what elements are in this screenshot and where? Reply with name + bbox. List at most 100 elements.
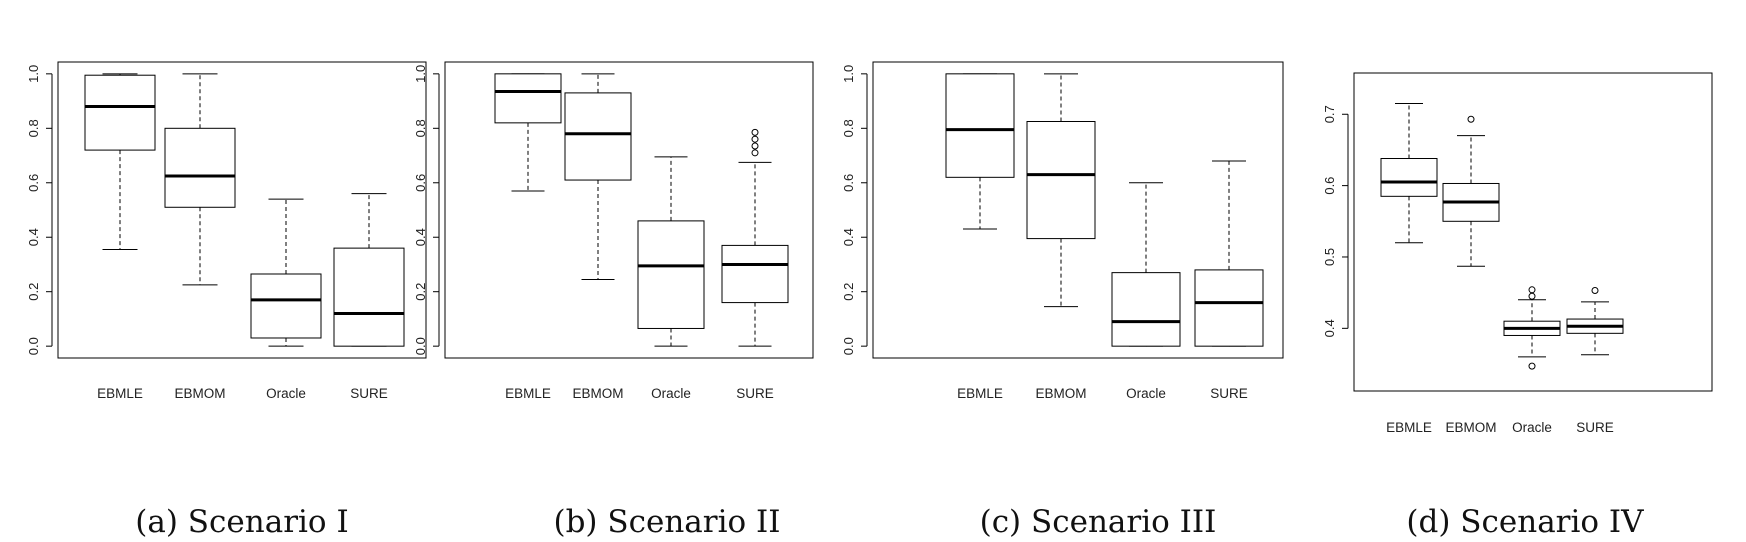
y-tick-label: 0.5	[1322, 248, 1337, 266]
boxplot-oracle	[1503, 286, 1561, 370]
panel-caption: (a) Scenario I	[135, 504, 348, 540]
boxplot-sure	[1566, 287, 1624, 356]
outlier-point	[751, 135, 759, 143]
boxplot-ebmle	[494, 73, 562, 192]
iqr-box	[1026, 120, 1096, 240]
x-category-label: Oracle	[1126, 386, 1166, 401]
x-category-label: EBMOM	[1445, 420, 1496, 435]
outlier-point	[751, 142, 759, 150]
plot-frame	[444, 61, 814, 359]
panel-caption: (c) Scenario III	[980, 504, 1217, 540]
y-axis: 0.0 0.2 0.4 0.6 0.8 1.0	[841, 65, 868, 355]
outlier-point	[1528, 286, 1536, 294]
panel-a: 0.00.20.40.60.81.0 EBMLE EBMOM Oracle SURE …	[26, 61, 427, 540]
boxplot-ebmle	[945, 73, 1015, 230]
boxplot-ebmom	[164, 73, 236, 286]
y-tick-label: 0.0	[841, 337, 856, 355]
box-series	[1380, 103, 1624, 370]
y-tick-label: 0.2	[413, 283, 428, 301]
y-tick-label: 0.6	[1322, 177, 1337, 195]
panel-b: 0.00.20.40.60.81.0 EBMLE EBMOM Oracle SURE …	[413, 61, 814, 540]
iqr-box	[945, 73, 1015, 178]
y-tick-label: 0.4	[26, 228, 41, 246]
y-tick-label: 0.6	[413, 174, 428, 192]
x-category-label: Oracle	[266, 386, 306, 401]
y-tick-label: 0.0	[413, 337, 428, 355]
y-tick-label: 0.2	[26, 283, 41, 301]
iqr-box	[1380, 158, 1438, 197]
boxplot-oracle	[250, 198, 322, 347]
iqr-box	[84, 74, 156, 151]
x-category-label: EBMLE	[505, 386, 551, 401]
category-labels: EBMLE EBMOM Oracle SURE	[505, 386, 774, 401]
plot-frame	[57, 61, 427, 359]
y-tick-label: 0.8	[413, 119, 428, 137]
y-tick-label: 1.0	[413, 65, 428, 83]
outlier-point	[1528, 362, 1536, 370]
x-category-label: EBMOM	[572, 386, 623, 401]
y-tick-label: 0.6	[841, 174, 856, 192]
iqr-box	[1194, 269, 1264, 347]
box-series	[494, 73, 789, 347]
x-category-label: SURE	[1576, 420, 1614, 435]
boxplot-ebmle	[84, 73, 156, 250]
iqr-box	[333, 247, 405, 347]
iqr-box	[250, 273, 322, 339]
y-tick-label: 0.4	[841, 228, 856, 246]
iqr-box	[164, 127, 236, 208]
boxplot-ebmom	[1442, 115, 1500, 267]
x-category-label: Oracle	[1512, 420, 1552, 435]
x-category-label: SURE	[350, 386, 388, 401]
category-labels: EBMLE EBMOM Oracle SURE	[1386, 420, 1614, 435]
y-axis: 0.0 0.2 0.4 0.6 0.8 1.0	[26, 65, 53, 355]
boxplot-oracle	[1111, 182, 1181, 347]
outlier-point	[1591, 287, 1599, 295]
boxplot-sure	[1194, 160, 1264, 347]
outlier-point	[751, 128, 759, 136]
panel-c: 0.00.20.40.60.81.0 EBMLE EBMOM Oracle SURE …	[841, 61, 1284, 540]
boxplot-ebmom	[564, 73, 632, 280]
y-axis: 0.4 0.5 0.6 0.7	[1322, 105, 1349, 337]
boxplot-ebmom	[1026, 73, 1096, 308]
category-labels: EBMLE EBMOM Oracle SURE	[957, 386, 1248, 401]
box-series	[945, 73, 1264, 347]
outlier-point	[751, 149, 759, 157]
plot-frame	[872, 61, 1284, 359]
outlier-point	[1467, 115, 1475, 123]
x-category-label: EBMOM	[1035, 386, 1086, 401]
iqr-box	[1111, 272, 1181, 347]
y-tick-label: 0.4	[1322, 319, 1337, 337]
iqr-box	[494, 73, 562, 124]
boxplot-oracle	[637, 156, 705, 347]
boxplot-sure	[333, 193, 405, 347]
boxplot-ebmle	[1380, 103, 1438, 244]
iqr-box	[637, 220, 705, 329]
x-category-label: EBMOM	[174, 386, 225, 401]
y-tick-label: 1.0	[26, 65, 41, 83]
y-tick-label: 0.8	[841, 119, 856, 137]
y-tick-label: 1.0	[841, 65, 856, 83]
x-category-label: SURE	[1210, 386, 1248, 401]
x-category-label: EBMLE	[97, 386, 143, 401]
box-series	[84, 73, 405, 347]
panel-caption: (b) Scenario II	[553, 504, 780, 540]
y-tick-label: 0.6	[26, 174, 41, 192]
category-labels: EBMLE EBMOM Oracle SURE	[97, 386, 388, 401]
y-tick-label: 0.2	[841, 283, 856, 301]
x-category-label: Oracle	[651, 386, 691, 401]
outlier-point	[1528, 292, 1536, 300]
plot-frame	[1353, 72, 1713, 392]
y-axis: 0.0 0.2 0.4 0.6 0.8 1.0	[413, 65, 440, 355]
panel-d: 0.4 0.5 0.6 0.7 EBMLE EBMOM Oracle SURE (d) Sc…	[1322, 72, 1713, 540]
y-tick-label: 0.0	[26, 337, 41, 355]
panel-caption: (d) Scenario IV	[1406, 504, 1644, 540]
iqr-box	[721, 244, 789, 304]
y-tick-label: 0.8	[26, 119, 41, 137]
x-category-label: EBMLE	[957, 386, 1003, 401]
iqr-box	[564, 92, 632, 181]
boxplot-sure	[721, 128, 789, 347]
y-tick-label: 0.4	[413, 228, 428, 246]
y-tick-label: 0.7	[1322, 105, 1337, 123]
x-category-label: SURE	[736, 386, 774, 401]
